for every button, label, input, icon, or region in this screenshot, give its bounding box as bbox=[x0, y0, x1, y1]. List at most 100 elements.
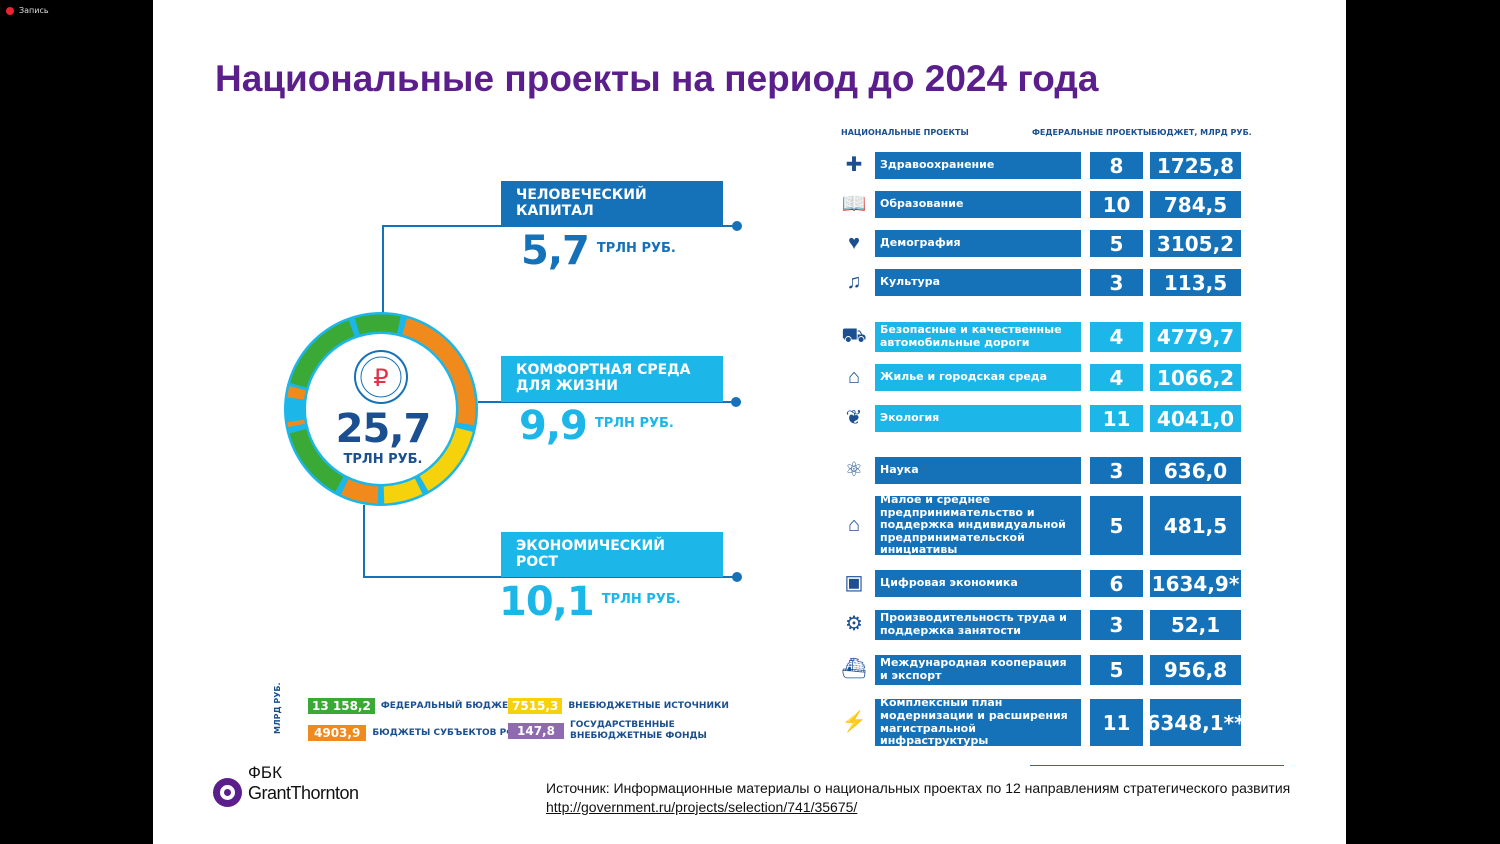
recording-indicator: Запись bbox=[6, 6, 49, 15]
project-federal-count: 3 bbox=[1090, 269, 1143, 296]
project-budget: 52,1 bbox=[1150, 610, 1241, 640]
category-human-capital-value: 5,7 ТРЛН РУБ. bbox=[521, 228, 676, 274]
table-divider bbox=[1030, 765, 1284, 766]
header-projects: НАЦИОНАЛЬНЫЕ ПРОЕКТЫ bbox=[841, 128, 969, 137]
project-budget: 4779,7 bbox=[1150, 322, 1241, 352]
category-economic-growth-value: 10,1 ТРЛН РУБ. bbox=[499, 579, 681, 625]
source-link[interactable]: http://government.ru/projects/selection/… bbox=[546, 798, 858, 815]
project-row: ⌂ Малое и среднее предпринимательство и п… bbox=[839, 493, 1249, 556]
project-row: ❦ Экология 11 4041,0 bbox=[839, 405, 1249, 432]
category-human-capital: ЧЕЛОВЕЧЕСКИЙ КАПИТАЛ bbox=[501, 181, 723, 226]
medical-cross-icon: ✚ bbox=[845, 153, 863, 176]
project-budget: 1634,9* bbox=[1150, 570, 1241, 597]
project-name: Цифровая экономика bbox=[875, 570, 1081, 597]
project-name: Здравоохранение bbox=[875, 152, 1081, 179]
project-name: Наука bbox=[875, 457, 1081, 484]
project-row: ⛟ Безопасные и качественные автомобильные… bbox=[839, 322, 1249, 352]
connector-lines bbox=[363, 221, 742, 582]
presentation-slide: Национальные проекты на период до 2024 г… bbox=[153, 0, 1346, 844]
project-federal-count: 3 bbox=[1090, 610, 1143, 640]
project-row: ⚛ Наука 3 636,0 bbox=[839, 457, 1249, 484]
cart-icon: ⛴ bbox=[841, 658, 867, 680]
header-federal: ФЕДЕРАЛЬНЫЕ ПРОЕКТЫ bbox=[1032, 128, 1152, 137]
shop-icon: ⌂ bbox=[847, 513, 861, 536]
donut-segment bbox=[402, 318, 476, 426]
project-budget: 1066,2 bbox=[1150, 364, 1241, 391]
project-budget: 1725,8 bbox=[1150, 152, 1241, 179]
project-name: Производительность труда и поддержка зан… bbox=[875, 610, 1081, 640]
project-budget: 3105,2 bbox=[1150, 230, 1241, 257]
donut-segment bbox=[287, 419, 305, 428]
project-name: Жилье и городская среда bbox=[875, 364, 1081, 391]
project-budget: 636,0 bbox=[1150, 457, 1241, 484]
project-federal-count: 4 bbox=[1090, 364, 1143, 391]
record-icon bbox=[6, 6, 14, 15]
project-federal-count: 5 bbox=[1090, 496, 1143, 555]
category-economic-growth: ЭКОНОМИЧЕСКИЙ РОСТ bbox=[501, 532, 723, 577]
legend-regional-budgets: 4903,9 БЮДЖЕТЫ СУБЪЕКТОВ РФ bbox=[308, 725, 515, 741]
ruble-icon: ₽ bbox=[373, 364, 388, 392]
project-row: ▣ Цифровая экономика 6 1634,9* bbox=[839, 570, 1249, 597]
project-name: Образование bbox=[875, 191, 1081, 218]
donut-segment bbox=[290, 320, 355, 388]
donut-segment bbox=[419, 427, 473, 491]
project-row: 📖 Образование 10 784,5 bbox=[839, 191, 1249, 218]
legend-state-funds: 147,8 ГОСУДАРСТВЕННЫЕ ВНЕБЮДЖЕТНЫЕ ФОНДЫ bbox=[508, 720, 710, 742]
legend-unit: МЛРД РУБ. bbox=[273, 682, 282, 734]
project-budget: 6348,1** bbox=[1146, 699, 1245, 746]
header-budget: БЮДЖЕТ, МЛРД РУБ. bbox=[1151, 128, 1252, 137]
atom-icon: ⚛ bbox=[845, 458, 863, 481]
infrastructure-icon: ⚡ bbox=[841, 710, 867, 733]
logo-grant-thornton: GrantThornton bbox=[248, 783, 359, 803]
factory-icon: ⚙ bbox=[845, 613, 863, 635]
project-name: Демография bbox=[875, 230, 1081, 257]
project-budget: 113,5 bbox=[1150, 269, 1241, 296]
slide-title: Национальные проекты на период до 2024 г… bbox=[215, 58, 1099, 99]
book-icon: 📖 bbox=[841, 192, 867, 215]
project-name: Малое и среднее предпринимательство и по… bbox=[875, 493, 1081, 556]
project-federal-count: 5 bbox=[1090, 230, 1143, 257]
legend-federal-budget: 13 158,2 ФЕДЕРАЛЬНЫЙ БЮДЖЕТ bbox=[308, 698, 514, 714]
lyre-icon: ♫ bbox=[846, 270, 862, 293]
logo-fbk: ФБК bbox=[248, 763, 282, 782]
donut-segment bbox=[383, 478, 423, 504]
project-name: Безопасные и качественные автомобильные … bbox=[875, 322, 1081, 352]
budget-donut: ₽ bbox=[284, 312, 478, 506]
legend-extrabudget-sources: 7515,3 ВНЕБЮДЖЕТНЫЕ ИСТОЧНИКИ bbox=[508, 698, 729, 714]
project-federal-count: 11 bbox=[1090, 699, 1143, 746]
project-row: ⌂ Жилье и городская среда 4 1066,2 bbox=[839, 364, 1249, 391]
road-icon: ⛟ bbox=[841, 325, 867, 347]
project-name: Комплексный план модернизации и расширен… bbox=[875, 696, 1081, 747]
project-budget: 481,5 bbox=[1150, 496, 1241, 555]
project-federal-count: 11 bbox=[1090, 405, 1143, 432]
project-federal-count: 4 bbox=[1090, 322, 1143, 352]
project-row: ♥ Демография 5 3105,2 bbox=[839, 230, 1249, 257]
total-value: 25,7 bbox=[335, 406, 432, 452]
source-note: Источник: Информационные материалы о нац… bbox=[546, 780, 1291, 815]
donut-segment bbox=[354, 314, 401, 335]
total-unit: ТРЛН РУБ. bbox=[343, 452, 423, 467]
project-name: Международная кооперация и экспорт bbox=[875, 655, 1081, 685]
chart-icon: ▣ bbox=[844, 571, 864, 594]
recording-label: Запись bbox=[19, 6, 49, 15]
project-budget: 4041,0 bbox=[1150, 405, 1241, 432]
project-name: Экология bbox=[875, 405, 1081, 432]
grant-thornton-logo-icon bbox=[213, 778, 242, 807]
family-icon: ♥ bbox=[848, 231, 860, 254]
project-budget: 784,5 bbox=[1150, 191, 1241, 218]
project-federal-count: 10 bbox=[1090, 191, 1143, 218]
donut-segment bbox=[286, 400, 305, 426]
project-federal-count: 3 bbox=[1090, 457, 1143, 484]
project-name: Культура bbox=[875, 269, 1081, 296]
category-comfort-environment-value: 9,9 ТРЛН РУБ. bbox=[519, 403, 674, 449]
category-comfort-environment: КОМФОРТНАЯ СРЕДА ДЛЯ ЖИЗНИ bbox=[501, 356, 723, 402]
project-row: ⛴ Международная кооперация и экспорт 5 956,… bbox=[839, 655, 1249, 685]
project-row: ⚙ Производительность труда и поддержка за… bbox=[839, 610, 1249, 640]
project-row: ⚡ Комплексный план модернизации и расшире… bbox=[839, 696, 1249, 747]
building-icon: ⌂ bbox=[847, 365, 861, 388]
project-federal-count: 6 bbox=[1090, 570, 1143, 597]
project-row: ♫ Культура 3 113,5 bbox=[839, 269, 1249, 296]
project-federal-count: 5 bbox=[1090, 655, 1143, 685]
donut-segment bbox=[287, 386, 306, 400]
project-federal-count: 8 bbox=[1090, 152, 1143, 179]
